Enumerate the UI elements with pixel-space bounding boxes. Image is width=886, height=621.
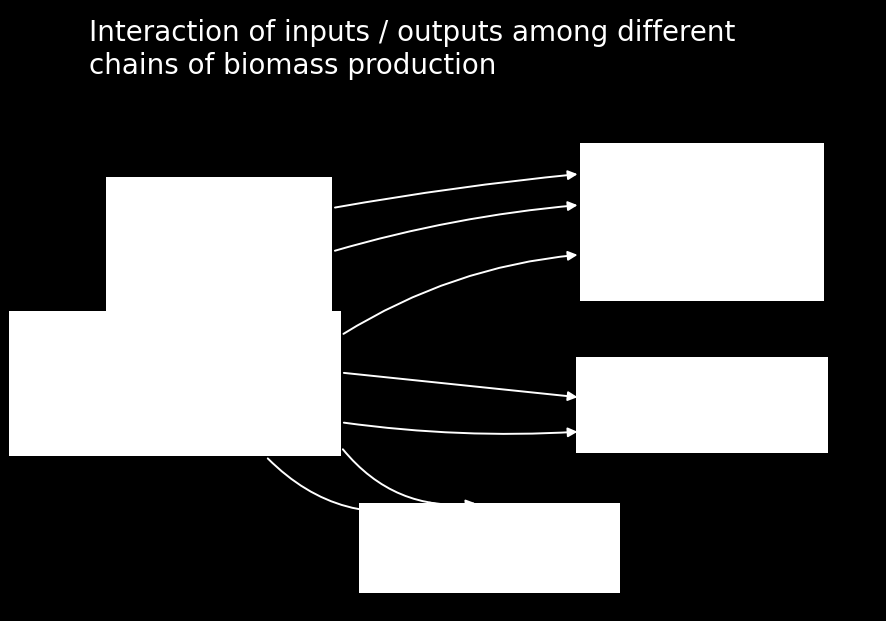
FancyBboxPatch shape bbox=[580, 143, 824, 301]
FancyBboxPatch shape bbox=[106, 177, 332, 310]
FancyBboxPatch shape bbox=[359, 503, 620, 593]
Text: Interaction of inputs / outputs among different
chains of biomass production: Interaction of inputs / outputs among di… bbox=[89, 19, 735, 80]
FancyBboxPatch shape bbox=[576, 357, 828, 453]
FancyBboxPatch shape bbox=[9, 310, 341, 456]
